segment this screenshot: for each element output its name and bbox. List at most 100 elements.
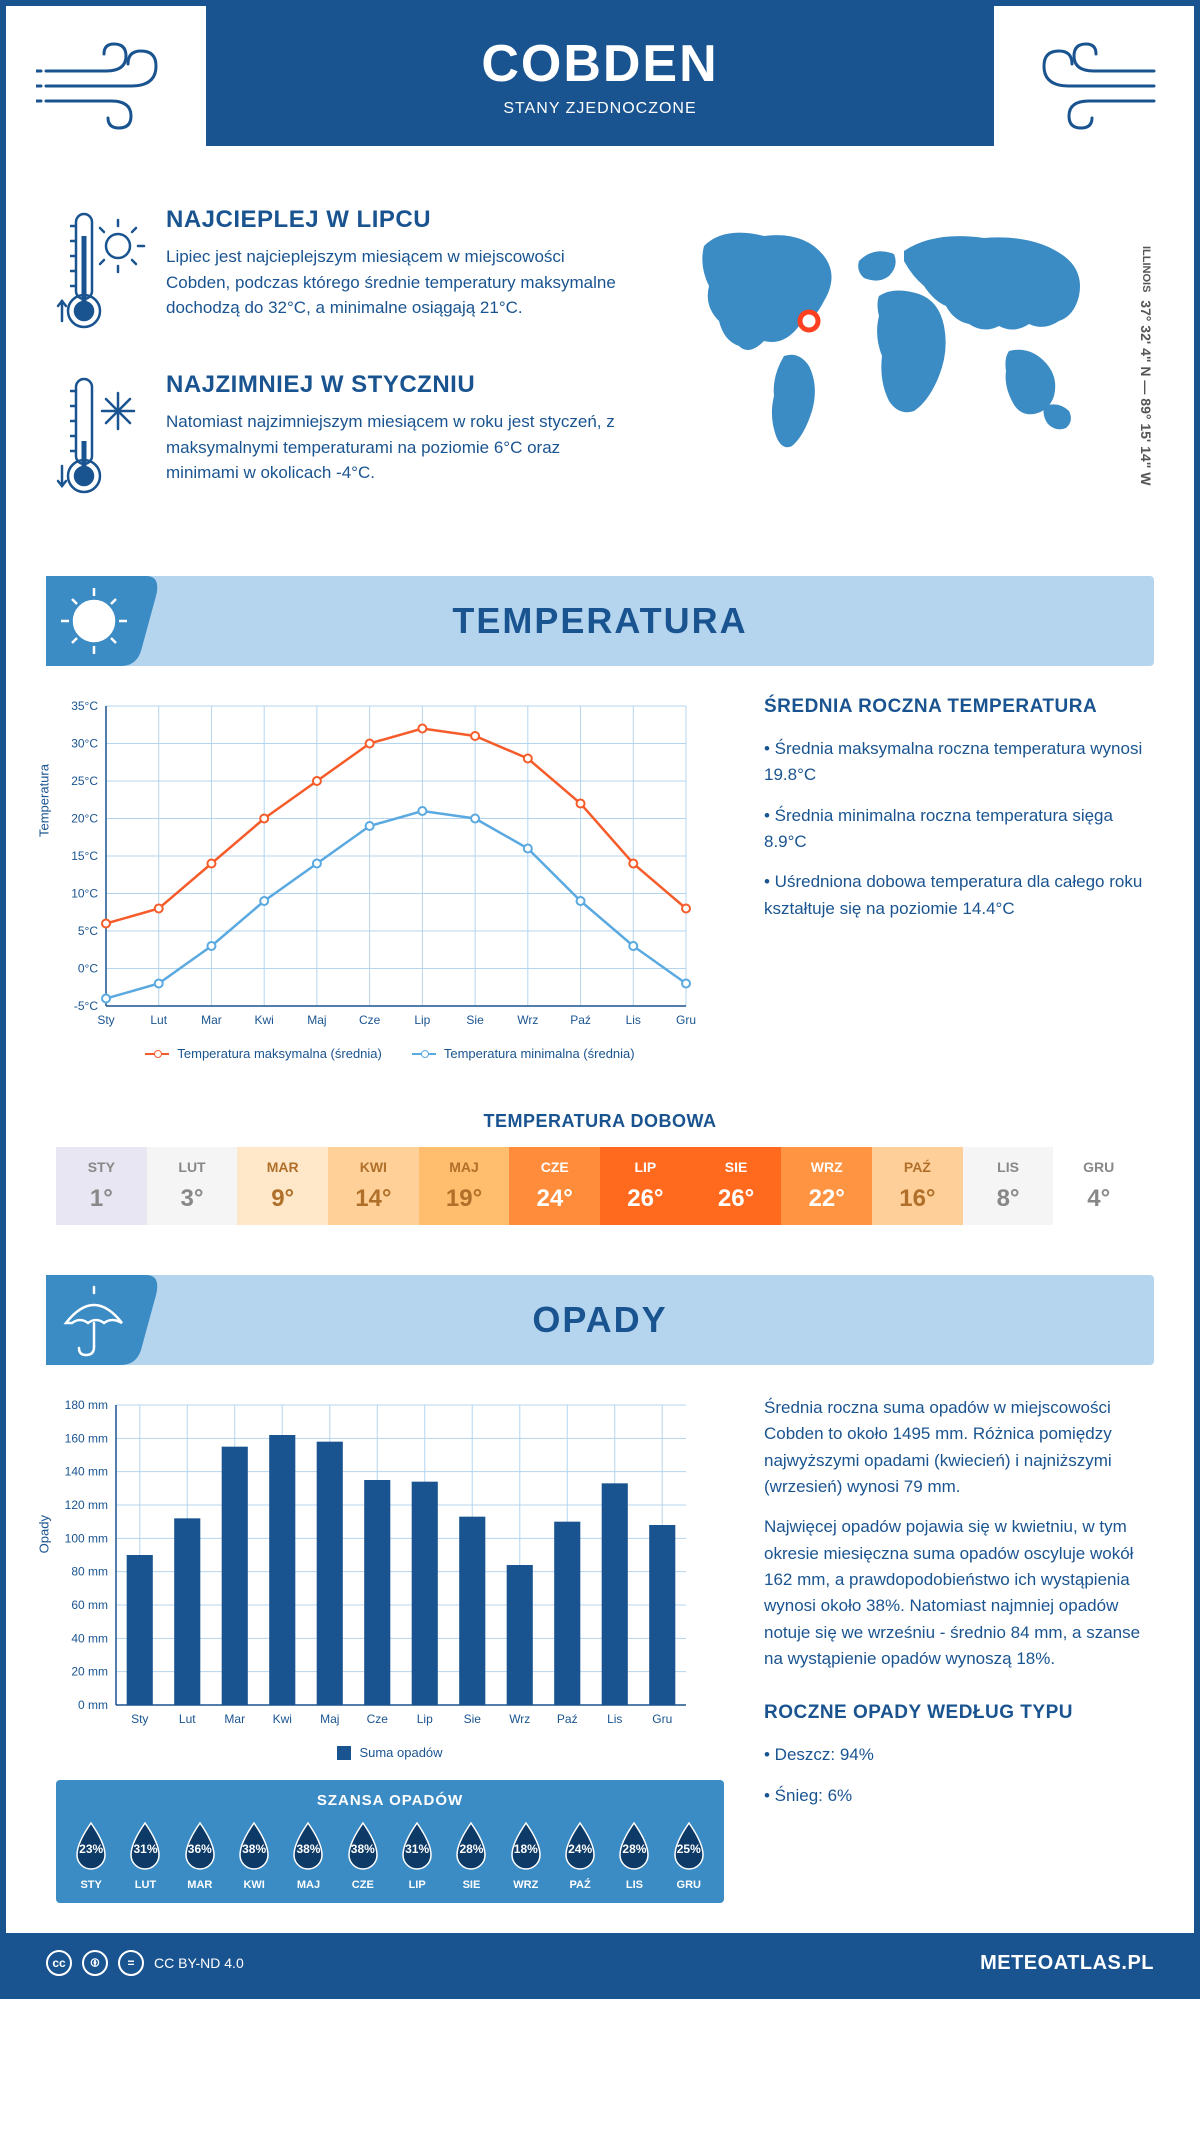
svg-text:Maj: Maj: [320, 1712, 339, 1726]
svg-text:35°C: 35°C: [71, 699, 98, 713]
precip-section-header: OPADY: [46, 1275, 1154, 1365]
temperature-info: ŚREDNIA ROCZNA TEMPERATURA • Średnia mak…: [764, 696, 1144, 1061]
svg-text:120 mm: 120 mm: [65, 1498, 108, 1512]
site-name: METEOATLAS.PL: [980, 1952, 1154, 1975]
precip-chance-box: SZANSA OPADÓW 23%STY31%LUT36%MAR38%KWI38…: [56, 1780, 724, 1903]
temperature-title: TEMPERATURA: [452, 600, 747, 642]
chance-item: 38%KWI: [232, 1819, 276, 1891]
umbrella-icon: [46, 1275, 166, 1365]
svg-text:Kwi: Kwi: [255, 1013, 274, 1027]
header-banner: COBDEN STANY ZJEDNOCZONE: [206, 6, 994, 146]
precip-title: OPADY: [532, 1299, 667, 1341]
svg-text:10°C: 10°C: [71, 887, 98, 901]
daily-temp-cell: KWI14°: [328, 1147, 419, 1225]
chance-item: 23%STY: [69, 1819, 113, 1891]
temperature-content: Temperatura -5°C0°C5°C10°C15°C20°C25°C30…: [6, 696, 1194, 1091]
svg-text:Paź: Paź: [557, 1712, 578, 1726]
svg-text:Sty: Sty: [131, 1712, 148, 1726]
svg-text:Cze: Cze: [367, 1712, 389, 1726]
cc-icon: cc: [46, 1950, 72, 1976]
daily-temp-cell: LIP26°: [600, 1147, 691, 1225]
svg-text:160 mm: 160 mm: [65, 1431, 108, 1445]
header: COBDEN STANY ZJEDNOCZONE: [6, 6, 1194, 186]
coordinates: ILLINOIS 37° 32' 4" N — 89° 15' 14" W: [1138, 246, 1154, 485]
svg-text:Lip: Lip: [414, 1013, 430, 1027]
chance-item: 18%WRZ: [504, 1819, 548, 1891]
svg-text:Lip: Lip: [417, 1712, 433, 1726]
chance-item: 28%LIS: [612, 1819, 656, 1891]
svg-text:Maj: Maj: [307, 1013, 326, 1027]
svg-text:0 mm: 0 mm: [78, 1698, 108, 1712]
svg-text:Kwi: Kwi: [273, 1712, 292, 1726]
svg-text:Lut: Lut: [150, 1013, 167, 1027]
daily-temp-cell: STY1°: [56, 1147, 147, 1225]
svg-text:Cze: Cze: [359, 1013, 381, 1027]
temperature-section-header: TEMPERATURA: [46, 576, 1154, 666]
svg-text:Wrz: Wrz: [509, 1712, 530, 1726]
svg-text:140 mm: 140 mm: [65, 1465, 108, 1479]
precip-legend: Suma opadów: [56, 1745, 724, 1760]
daily-temp-cell: WRZ22°: [781, 1147, 872, 1225]
temperature-chart: Temperatura -5°C0°C5°C10°C15°C20°C25°C30…: [56, 696, 724, 1036]
intro: NAJCIEPLEJ W LIPCU Lipiec jest najcieple…: [6, 186, 1194, 576]
svg-text:180 mm: 180 mm: [65, 1398, 108, 1412]
by-icon: 🅯: [82, 1950, 108, 1976]
svg-text:5°C: 5°C: [78, 924, 98, 938]
svg-text:20°C: 20°C: [71, 812, 98, 826]
precip-chart: Opady 0 mm20 mm40 mm60 mm80 mm100 mm120 …: [56, 1395, 724, 1735]
footer: cc 🅯 = CC BY-ND 4.0 METEOATLAS.PL: [6, 1933, 1194, 1993]
svg-text:40 mm: 40 mm: [71, 1631, 108, 1645]
svg-text:60 mm: 60 mm: [71, 1598, 108, 1612]
svg-text:Gru: Gru: [652, 1712, 672, 1726]
intro-text-column: NAJCIEPLEJ W LIPCU Lipiec jest najcieple…: [56, 206, 624, 536]
svg-text:15°C: 15°C: [71, 849, 98, 863]
daily-temp-cell: MAJ19°: [419, 1147, 510, 1225]
daily-temp-cell: PAŹ16°: [872, 1147, 963, 1225]
license: cc 🅯 = CC BY-ND 4.0: [46, 1950, 244, 1976]
cold-text: Natomiast najzimniejszym miesiącem w rok…: [166, 409, 624, 486]
svg-text:25°C: 25°C: [71, 774, 98, 788]
svg-text:Lut: Lut: [179, 1712, 196, 1726]
daily-temp-title: TEMPERATURA DOBOWA: [6, 1111, 1194, 1132]
svg-text:Paź: Paź: [570, 1013, 591, 1027]
hot-title: NAJCIEPLEJ W LIPCU: [166, 206, 624, 234]
chance-item: 28%SIE: [449, 1819, 493, 1891]
svg-text:Gru: Gru: [676, 1013, 696, 1027]
temperature-legend: Temperatura maksymalna (średnia)Temperat…: [56, 1046, 724, 1061]
hot-block: NAJCIEPLEJ W LIPCU Lipiec jest najcieple…: [56, 206, 624, 341]
daily-temp-table: STY1°LUT3°MAR9°KWI14°MAJ19°CZE24°LIP26°S…: [56, 1147, 1144, 1225]
svg-text:0°C: 0°C: [78, 962, 98, 976]
svg-text:Lis: Lis: [626, 1013, 641, 1027]
svg-text:20 mm: 20 mm: [71, 1665, 108, 1679]
wind-icon: [36, 36, 176, 136]
chance-item: 38%CZE: [341, 1819, 385, 1891]
page-subtitle: STANY ZJEDNOCZONE: [503, 100, 696, 118]
map-column: ILLINOIS 37° 32' 4" N — 89° 15' 14" W: [664, 206, 1144, 536]
chance-item: 31%LUT: [123, 1819, 167, 1891]
chance-item: 36%MAR: [178, 1819, 222, 1891]
daily-temp-cell: LIS8°: [963, 1147, 1054, 1225]
chance-item: 24%PAŹ: [558, 1819, 602, 1891]
nd-icon: =: [118, 1950, 144, 1976]
cold-block: NAJZIMNIEJ W STYCZNIU Natomiast najzimni…: [56, 371, 624, 506]
svg-text:Lis: Lis: [607, 1712, 622, 1726]
daily-temp-cell: LUT3°: [147, 1147, 238, 1225]
svg-text:-5°C: -5°C: [74, 999, 98, 1013]
svg-text:80 mm: 80 mm: [71, 1565, 108, 1579]
svg-text:Sty: Sty: [97, 1013, 114, 1027]
svg-text:Sie: Sie: [464, 1712, 482, 1726]
chance-item: 31%LIP: [395, 1819, 439, 1891]
thermometer-cold-icon: [56, 371, 146, 506]
wind-icon: [1024, 36, 1164, 136]
page-title: COBDEN: [481, 34, 718, 94]
svg-text:Mar: Mar: [201, 1013, 222, 1027]
thermometer-hot-icon: [56, 206, 146, 341]
sun-icon: [46, 576, 166, 666]
page: COBDEN STANY ZJEDNOCZONE: [0, 0, 1200, 1999]
daily-temp-cell: MAR9°: [237, 1147, 328, 1225]
svg-text:Wrz: Wrz: [517, 1013, 538, 1027]
svg-text:Mar: Mar: [224, 1712, 245, 1726]
daily-temp-cell: CZE24°: [509, 1147, 600, 1225]
daily-temp-cell: SIE26°: [691, 1147, 782, 1225]
cold-title: NAJZIMNIEJ W STYCZNIU: [166, 371, 624, 399]
